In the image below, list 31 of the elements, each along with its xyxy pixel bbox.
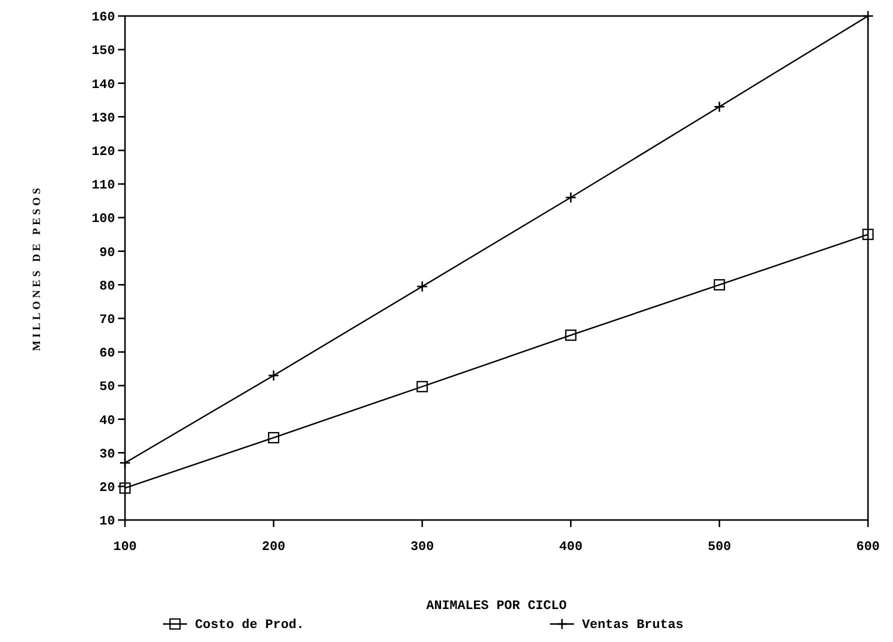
x-tick-label: 500 [708, 539, 732, 554]
y-tick-label: 50 [99, 379, 116, 394]
y-tick-label: 160 [92, 10, 116, 25]
y-tick-label: 100 [92, 211, 116, 226]
point [714, 279, 726, 290]
x-tick-label: 100 [113, 539, 137, 554]
y-tick-label: 40 [99, 412, 116, 428]
x-tick-label: 400 [559, 539, 583, 554]
y-tick-label: 140 [92, 76, 116, 92]
x-axis-title: ANIMALES POR CICLO [426, 598, 567, 613]
y-tick-label: 10 [99, 514, 116, 529]
point [268, 432, 280, 444]
y-tick-label: 20 [99, 480, 116, 495]
x-tick-label: 300 [410, 539, 434, 554]
y-tick-label: 80 [99, 278, 116, 294]
y-tick-label: 120 [92, 144, 116, 159]
y-tick-label: 60 [99, 346, 116, 361]
x-tick-label: 600 [856, 539, 880, 554]
y-tick-label: 130 [92, 110, 116, 126]
y-axis-title: MILLONES DE PESOS [31, 185, 43, 351]
y-tick-label: 110 [92, 178, 116, 193]
point [565, 330, 576, 341]
legend-label: Costo de Prod. [195, 617, 304, 632]
y-tick-label: 90 [99, 244, 116, 260]
y-tick-label: 30 [99, 446, 116, 462]
point [416, 380, 428, 392]
y-tick-label: 150 [92, 43, 116, 58]
x-tick-label: 200 [262, 539, 286, 554]
y-tick-label: 70 [99, 312, 116, 327]
point [862, 228, 874, 240]
legend-label: Ventas Brutas [582, 617, 684, 632]
